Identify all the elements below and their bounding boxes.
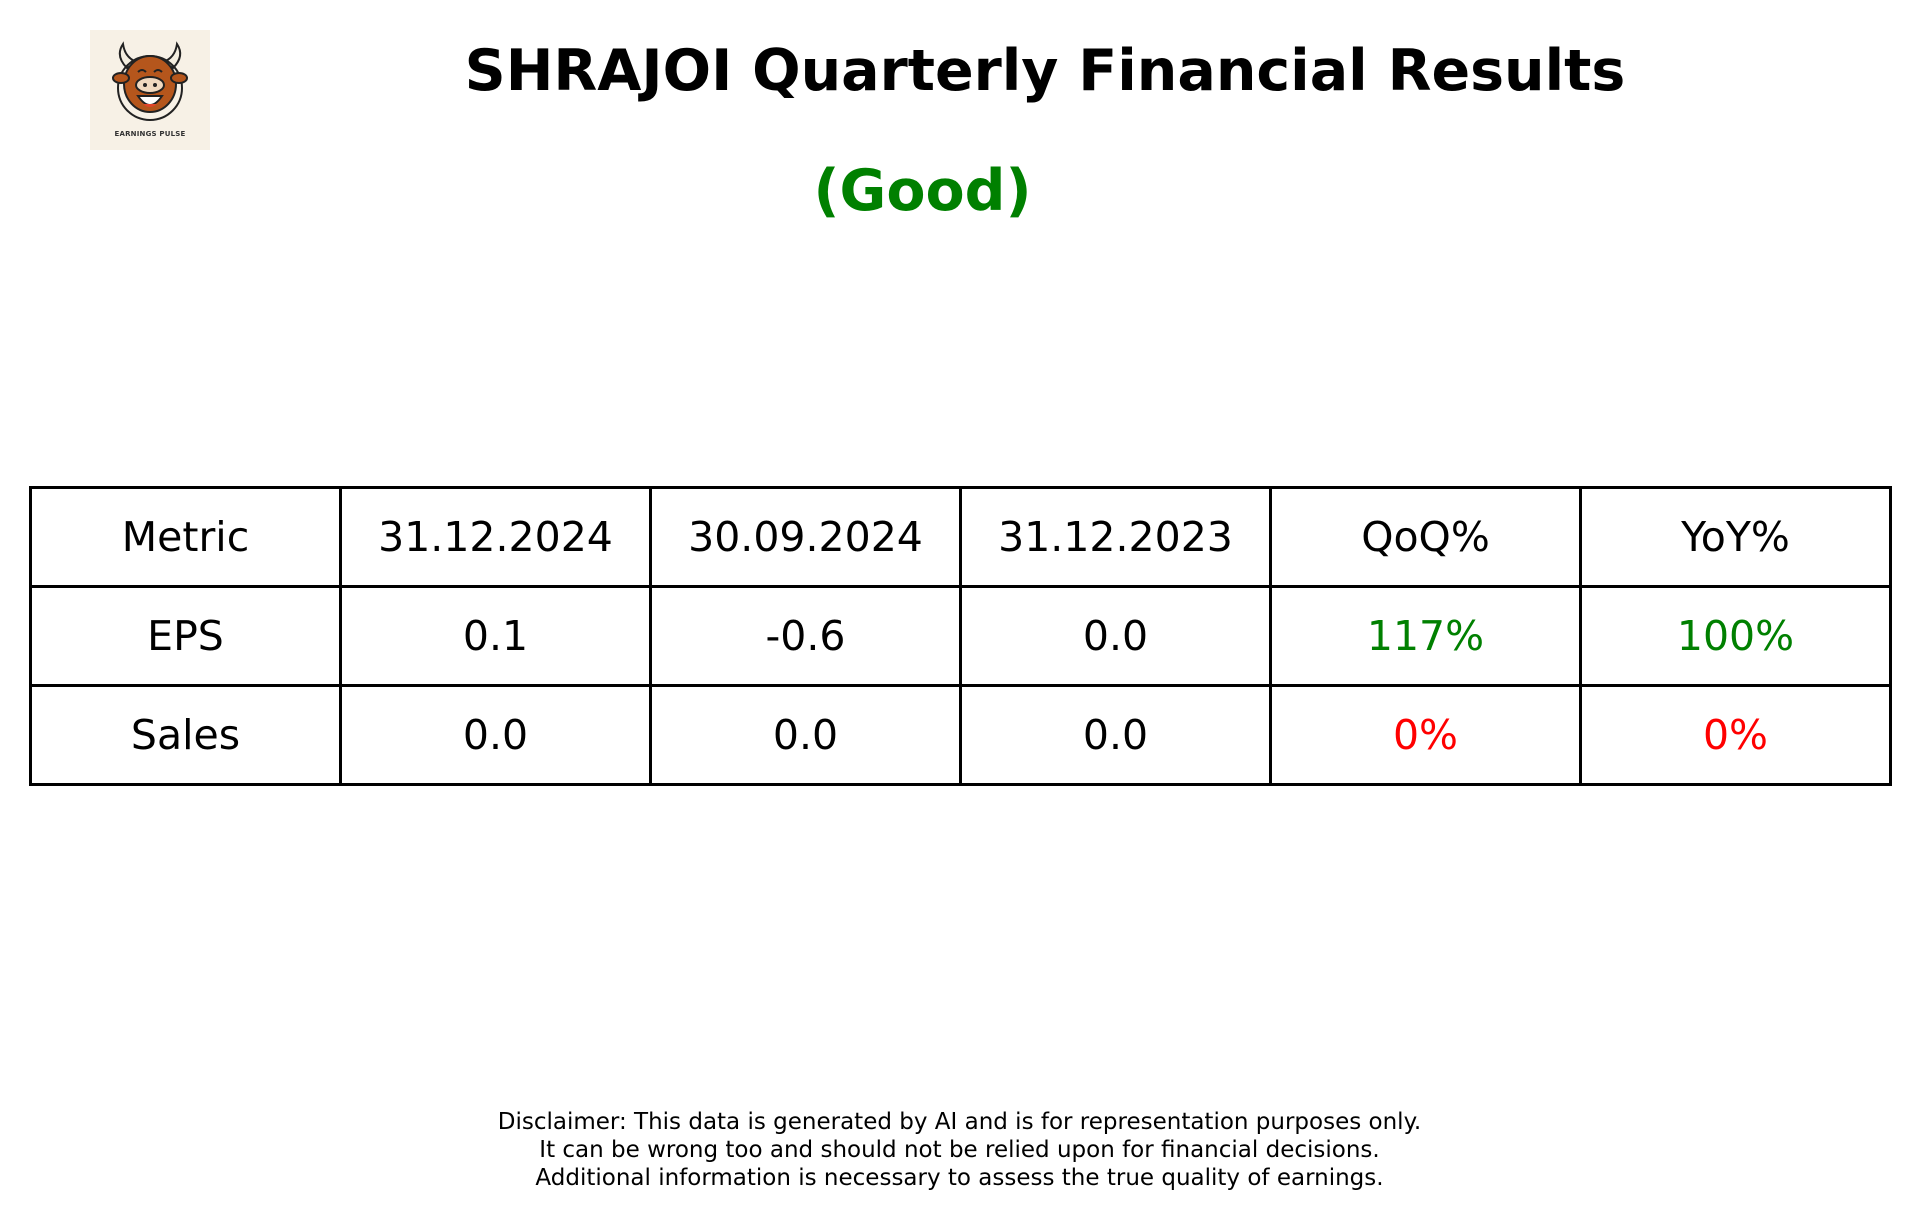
cell-value: -0.6 <box>649 585 962 687</box>
cell-value: 0.0 <box>339 684 652 786</box>
earnings-pulse-logo: EARNINGS PULSE <box>90 30 210 150</box>
cell-value: 0.0 <box>959 585 1272 687</box>
table-row: EPS 0.1 -0.6 0.0 117% 100% <box>29 585 1892 687</box>
qoq-value: 117% <box>1269 585 1582 687</box>
rating-label: (Good) <box>813 158 1032 224</box>
disclaimer-line: Disclaimer: This data is generated by AI… <box>497 1109 1422 1135</box>
header-q1: 31.12.2024 <box>339 486 652 588</box>
header-q3: 31.12.2023 <box>959 486 1272 588</box>
yoy-value: 100% <box>1579 585 1892 687</box>
metric-name: Sales <box>29 684 342 786</box>
disclaimer: Disclaimer: This data is generated by AI… <box>0 1108 1919 1192</box>
cell-value: 0.0 <box>649 684 962 786</box>
header-yoy: YoY% <box>1579 486 1892 588</box>
cell-value: 0.0 <box>959 684 1272 786</box>
header-qoq: QoQ% <box>1269 486 1582 588</box>
disclaimer-line: It can be wrong too and should not be re… <box>539 1137 1380 1163</box>
qoq-value: 0% <box>1269 684 1582 786</box>
yoy-value: 0% <box>1579 684 1892 786</box>
disclaimer-line: Additional information is necessary to a… <box>535 1165 1384 1191</box>
logo-text: EARNINGS PULSE <box>114 130 186 138</box>
smiling-bull-icon <box>112 41 188 121</box>
table-row: Sales 0.0 0.0 0.0 0% 0% <box>29 684 1892 786</box>
header-metric: Metric <box>29 486 342 588</box>
financial-results-table: Metric 31.12.2024 30.09.2024 31.12.2023 … <box>29 486 1892 786</box>
header-q2: 30.09.2024 <box>649 486 962 588</box>
page-title: SHRAJOI Quarterly Financial Results <box>464 38 1626 104</box>
metric-name: EPS <box>29 585 342 687</box>
cell-value: 0.1 <box>339 585 652 687</box>
table-header-row: Metric 31.12.2024 30.09.2024 31.12.2023 … <box>29 486 1892 588</box>
